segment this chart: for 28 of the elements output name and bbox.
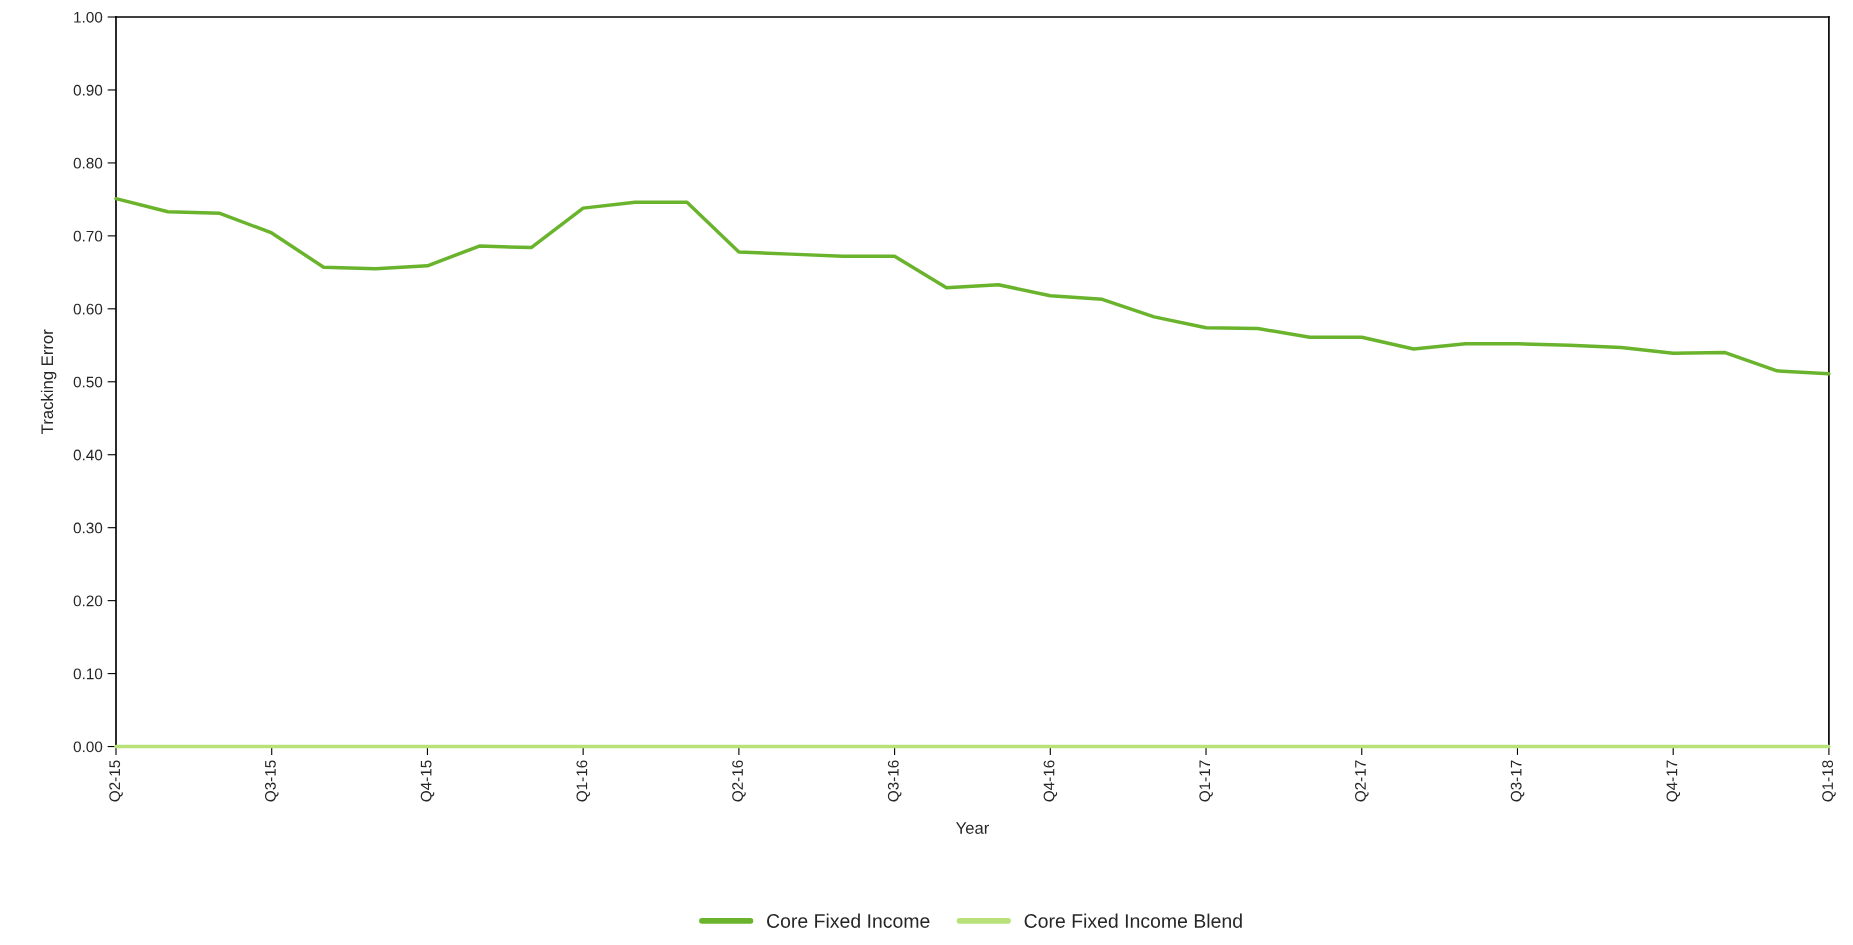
y-tick-label: 0.90 [73, 84, 103, 96]
x-tick-label: Q3-15 [265, 760, 279, 802]
y-tick-label: 0.80 [73, 157, 103, 169]
x-tick-label: Q1-18 [1822, 760, 1836, 802]
y-tick-label: 0.00 [73, 741, 103, 753]
x-axis-title: Year [955, 822, 990, 834]
y-tick-label: 0.70 [73, 230, 103, 242]
y-tick-label: 0.50 [73, 376, 103, 388]
x-tick-label: Q3-16 [887, 760, 902, 802]
y-axis-title: Tracking Error [40, 329, 57, 434]
y-tick-label: 0.40 [73, 449, 103, 461]
y-tick-label: 0.30 [73, 522, 103, 534]
x-tick-label: Q1-17 [1199, 760, 1213, 802]
legend-label: Core Fixed Income [767, 913, 930, 928]
line-series [114, 196, 1831, 376]
x-tick-label: Q4-15 [420, 760, 435, 802]
x-tick-label: Q4-17 [1666, 760, 1681, 802]
y-tick-label: 0.60 [73, 303, 103, 315]
x-tick-label: Q3-17 [1510, 760, 1525, 802]
legend-label: Core Fixed Income Blend [1024, 913, 1242, 928]
x-tick-label: Q2-15 [109, 760, 123, 802]
y-tick-label: 1.00 [74, 11, 103, 23]
x-tick-label: Q1-16 [576, 760, 590, 802]
x-tick-label: Q2-17 [1355, 760, 1369, 802]
x-tick-label: Q4-16 [1043, 760, 1058, 802]
y-tick-label: 0.20 [73, 595, 103, 607]
x-tick-label: Q2-16 [732, 760, 746, 802]
y-tick-label: 0.10 [73, 668, 103, 680]
